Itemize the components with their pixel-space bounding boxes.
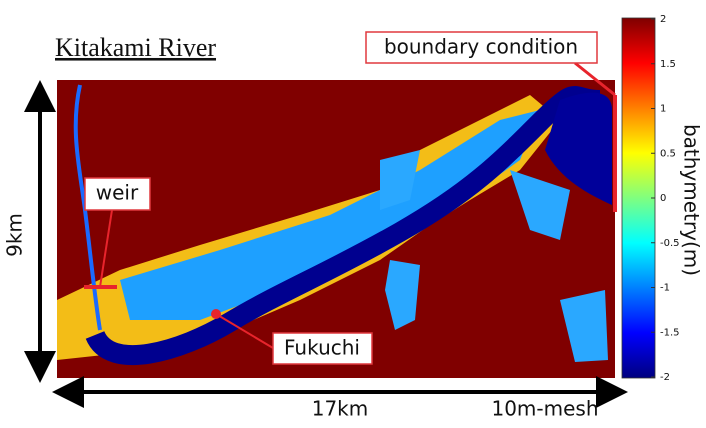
label-box <box>272 332 373 365</box>
mesh-label: 10m-mesh <box>491 397 598 421</box>
colorbar-tick-label: -2 <box>660 372 670 383</box>
point-mark <box>211 309 221 319</box>
pointer <box>215 313 274 349</box>
colorbar-tick-label: -0.5 <box>660 238 680 249</box>
colorbar-label: bathymetry(m) <box>680 124 704 276</box>
map <box>57 80 615 378</box>
boundary-label: boundary condition <box>384 35 578 59</box>
height-label: 9km <box>3 213 27 257</box>
title: Kitakami River <box>55 33 216 62</box>
label-box <box>365 31 598 64</box>
point-label: Fukuchi <box>284 336 360 360</box>
colorbar-tick-label: 2 <box>660 14 666 25</box>
colorbar-tick-label: 0 <box>660 193 666 204</box>
width-label: 17km <box>312 397 369 421</box>
pointer <box>574 61 616 97</box>
colorbar-tick-label: -1 <box>660 283 670 294</box>
colorbar-tick-label: 0.5 <box>660 148 676 159</box>
weir-label: weir <box>96 181 139 205</box>
colorbar <box>621 17 656 379</box>
colorbar-ticks: 2 1.5 1 0.5 0 -0.5 -1 -1.5 -2 <box>651 14 680 383</box>
pointer <box>99 209 113 288</box>
label-box <box>84 177 151 211</box>
colorbar-tick-label: 1.5 <box>660 59 676 70</box>
colorbar-tick-label: -1.5 <box>660 327 680 338</box>
colorbar-tick-label: 1 <box>660 104 666 115</box>
